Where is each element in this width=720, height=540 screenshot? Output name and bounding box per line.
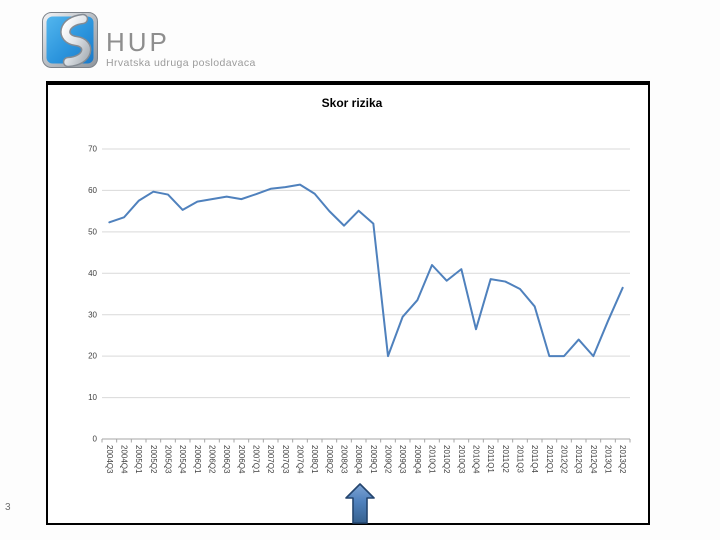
x-category-label: 2009Q1 (369, 445, 378, 474)
x-category-label: 2012Q4 (589, 445, 598, 474)
x-category-label: 2007Q3 (281, 445, 290, 474)
up-arrow-icon (345, 483, 375, 524)
x-category-label: 2005Q3 (164, 445, 173, 474)
x-category-label: 2005Q2 (149, 445, 158, 474)
x-category-label: 2012Q3 (574, 445, 583, 474)
x-category-label: 2010Q2 (442, 445, 451, 474)
x-category-label: 2008Q2 (325, 445, 334, 474)
x-category-label: 2013Q1 (604, 445, 613, 474)
chart-card: Skor rizika 0 10 20 30 40 50 60 70 2004Q3 2004Q4 2… (46, 81, 650, 525)
x-category-label: 2011Q4 (530, 445, 539, 473)
x-category-label: 2004Q3 (105, 445, 114, 474)
risk-score-line (108, 183, 624, 358)
x-category-label: 2010Q3 (457, 445, 466, 474)
x-category-label: 2004Q4 (120, 445, 129, 474)
y-tick-label: 0 (93, 435, 98, 444)
y-tick-label: 60 (88, 186, 97, 195)
y-tick-label: 10 (88, 393, 97, 402)
slide-number: 3 (5, 502, 11, 513)
risk-score-line-chart: 0 10 20 30 40 50 60 70 2004Q3 2004Q4 2005Q1 2005Q2 2… (88, 145, 631, 474)
x-category-label: 2008Q4 (354, 445, 363, 474)
x-category-label: 2007Q1 (252, 445, 261, 474)
x-category-label: 2011Q1 (486, 445, 495, 473)
x-category-label: 2005Q1 (134, 445, 143, 474)
x-category-label: 2010Q4 (472, 445, 481, 474)
hup-logo: HUP Hrvatska udruga poslodavaca (42, 12, 256, 69)
x-category-label: 2010Q1 (428, 445, 437, 474)
y-tick-label: 70 (88, 145, 97, 154)
y-tick-label: 30 (88, 310, 97, 319)
x-category-label: 2009Q2 (384, 445, 393, 474)
logo-subtitle: Hrvatska udruga poslodavaca (106, 57, 256, 69)
x-category-label: 2008Q1 (310, 445, 319, 474)
x-category-label: 2006Q3 (222, 445, 231, 474)
x-category-label: 2006Q1 (193, 445, 202, 474)
x-category-label: 2011Q2 (501, 445, 510, 473)
x-category-label: 2005Q4 (178, 445, 187, 474)
x-category-label: 2009Q3 (398, 445, 407, 474)
y-tick-label: 40 (88, 269, 97, 278)
chart-title: Skor rizika (321, 96, 383, 110)
x-category-label: 2008Q3 (340, 445, 349, 474)
x-category-label: 2013Q2 (618, 445, 627, 474)
y-tick-label: 20 (88, 352, 97, 361)
x-category-label: 2012Q1 (545, 445, 554, 474)
x-category-label: 2011Q3 (516, 445, 525, 473)
up-arrow-shape (345, 483, 375, 524)
x-category-label: 2006Q2 (208, 445, 217, 474)
logo-acronym: HUP (106, 27, 170, 57)
hup-chain-emblem-icon (42, 12, 98, 68)
x-category-label: 2012Q2 (560, 445, 569, 474)
x-category-label: 2007Q4 (296, 445, 305, 474)
x-category-label: 2006Q4 (237, 445, 246, 474)
x-category-label: 2007Q2 (266, 445, 275, 474)
x-category-label: 2009Q4 (413, 445, 422, 474)
y-tick-label: 50 (88, 227, 97, 236)
